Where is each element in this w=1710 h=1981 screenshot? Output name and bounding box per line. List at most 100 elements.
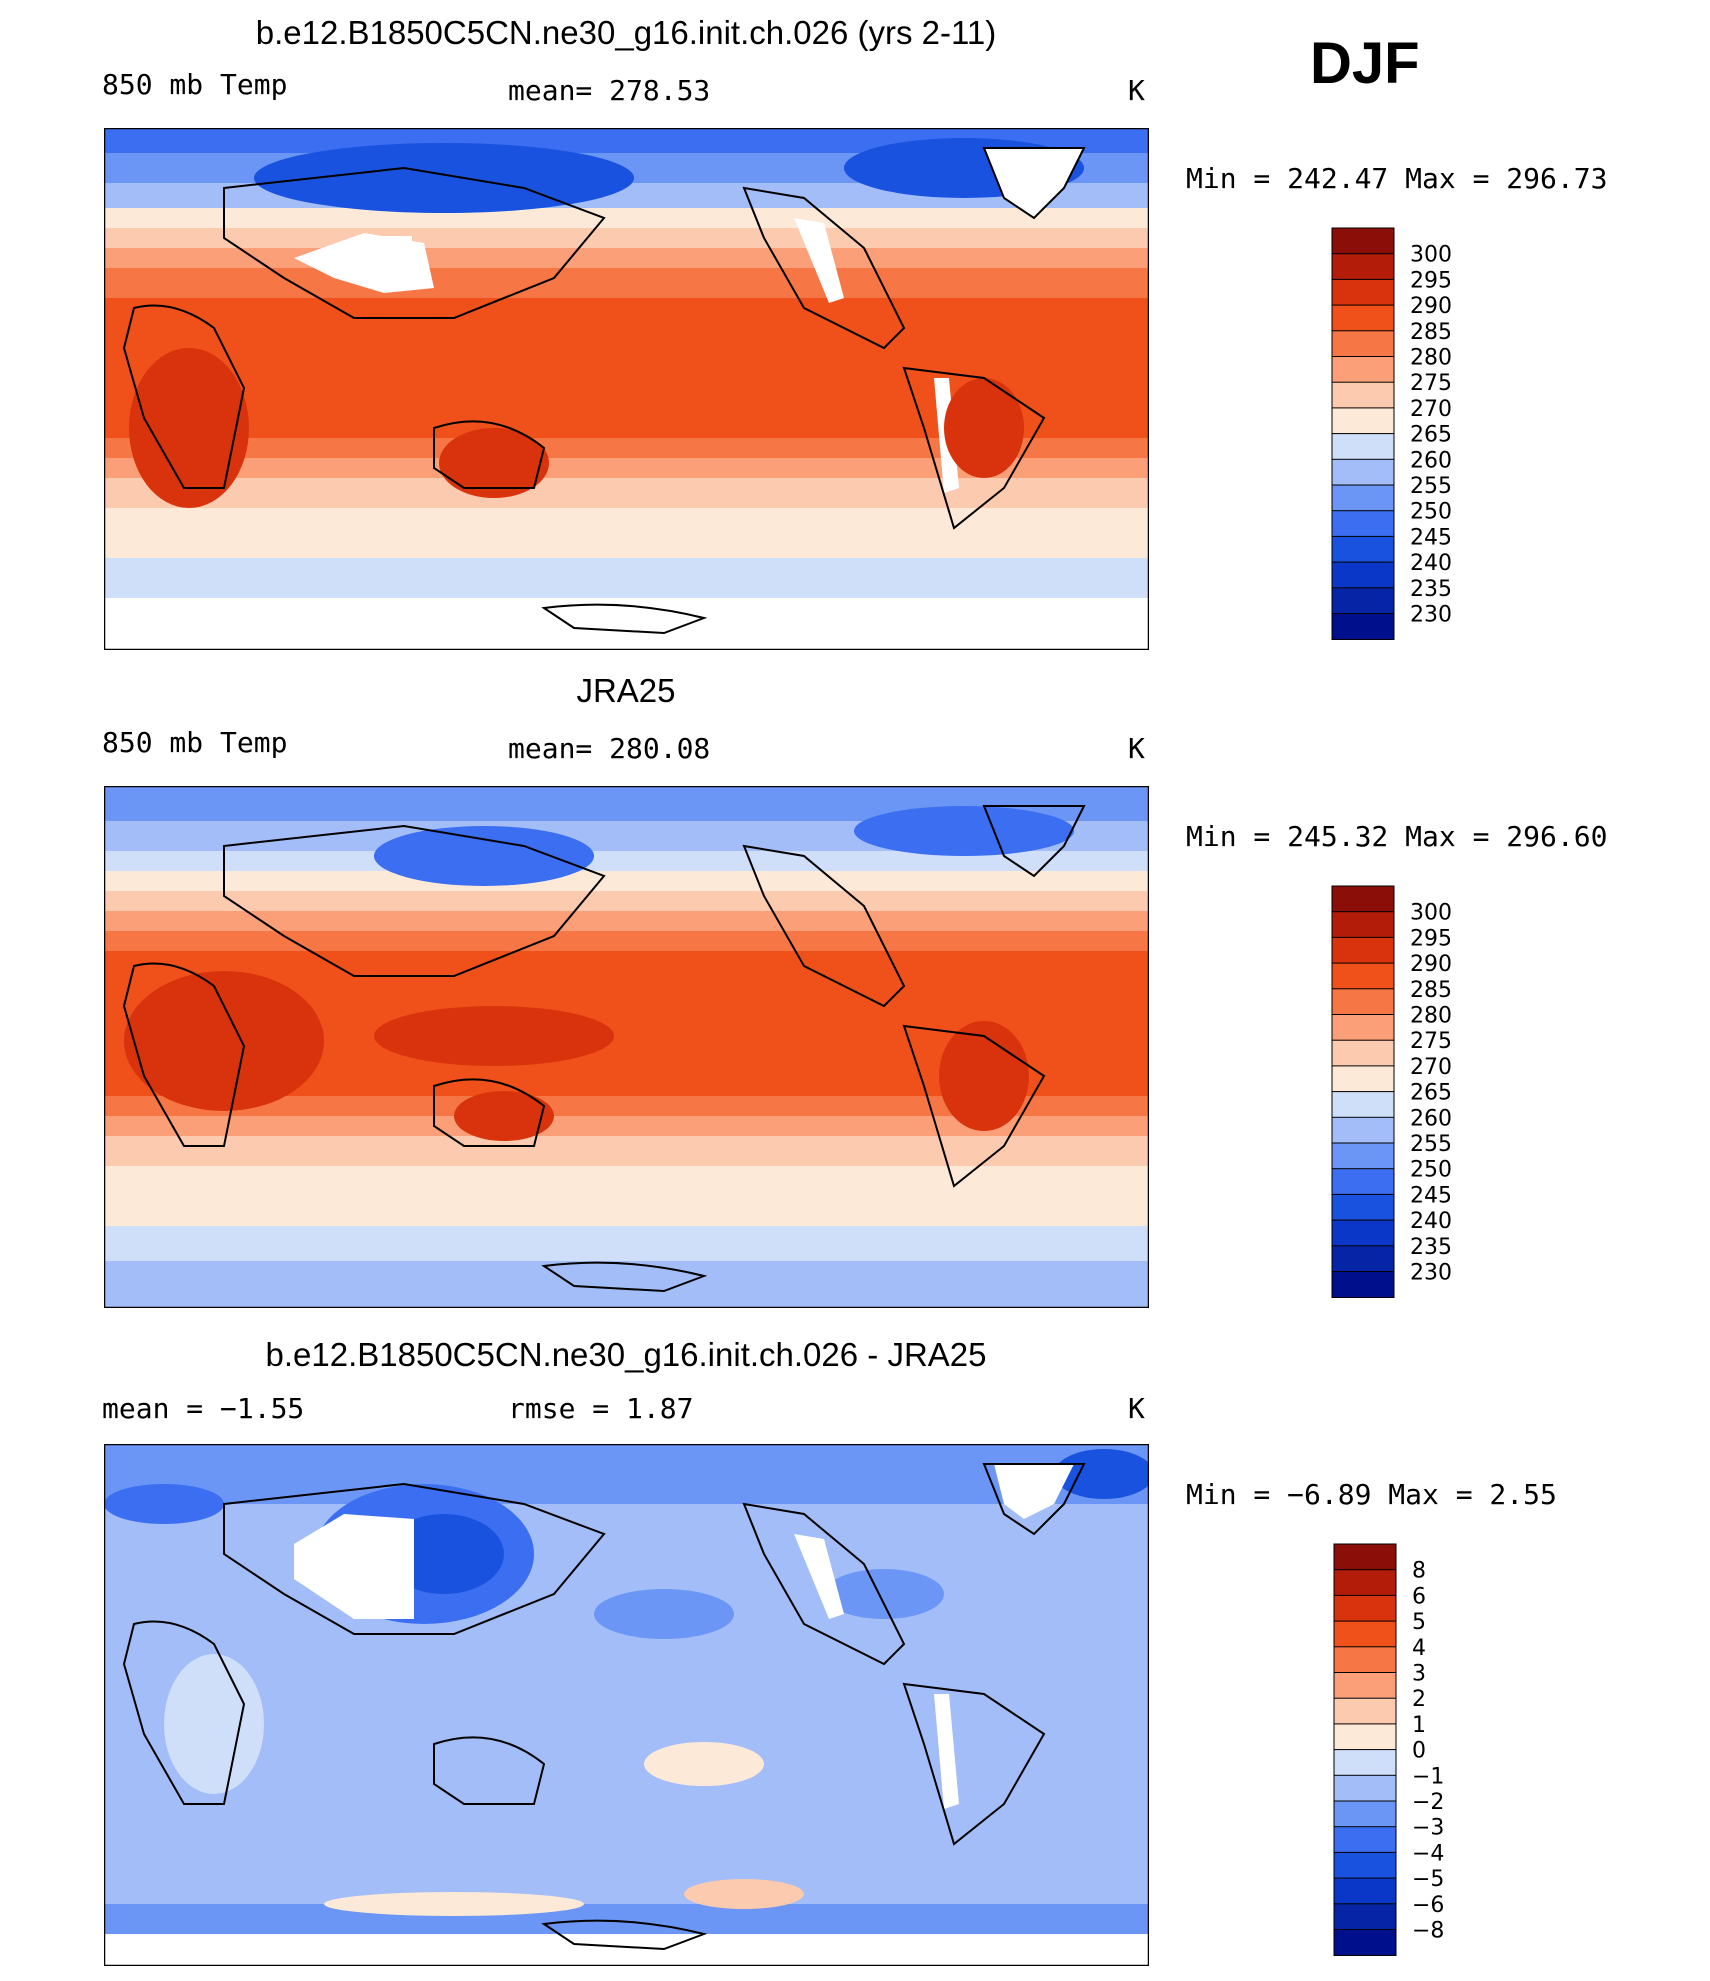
- panel3-colorbar-label: 6: [1412, 1584, 1426, 1609]
- panel3-colorbar-box: [1333, 1620, 1397, 1648]
- panel1-colorbar-label: 295: [1410, 268, 1452, 293]
- panel2-colorbar-box: [1331, 1116, 1395, 1144]
- panel3-colorbar-label: −3: [1412, 1816, 1444, 1841]
- panel2-colorbar-label: 275: [1410, 1029, 1452, 1054]
- panel1-colorbar-label: 240: [1410, 551, 1452, 576]
- panel3-min-max: Min = −6.89 Max = 2.55: [1186, 1478, 1557, 1511]
- panel2-colorbar-label: 255: [1410, 1132, 1452, 1157]
- panel2-colorbar-box: [1331, 885, 1395, 913]
- panel3-title: b.e12.B1850C5CN.ne30_g16.init.ch.026 - J…: [265, 1336, 987, 1373]
- panel2-colorbar-label: 230: [1410, 1261, 1452, 1286]
- season-label: DJF: [1310, 31, 1420, 96]
- panel1-colorbar-label: 280: [1410, 346, 1452, 371]
- panel3-mean-label: mean = −1.55: [102, 1392, 305, 1425]
- panel1-colorbar-box: [1331, 253, 1395, 281]
- panel1-colorbar-box: [1331, 587, 1395, 615]
- panel2-colorbar-label: 260: [1410, 1106, 1452, 1131]
- panel3-colorbar-box: [1333, 1569, 1397, 1597]
- panel2-colorbar-box: [1331, 936, 1395, 964]
- panel3-colorbar-label: 2: [1412, 1687, 1426, 1712]
- panel1-colorbar-box: [1331, 330, 1395, 358]
- panel3-colorbar-label: 4: [1412, 1636, 1426, 1661]
- panel2-colorbar-label: 245: [1410, 1183, 1452, 1208]
- panel3-colorbar-label: −1: [1412, 1764, 1444, 1789]
- panel1-colorbar-label: 290: [1410, 294, 1452, 319]
- panel3-units-label: K: [1128, 1392, 1145, 1425]
- panel1-colorbar-box: [1331, 535, 1395, 563]
- panel1-colorbar-box: [1331, 356, 1395, 383]
- panel1-colorbar-box: [1331, 304, 1395, 332]
- panel2-min-max: Min = 245.32 Max = 296.60: [1186, 820, 1608, 853]
- panel3-colorbar-box: [1333, 1697, 1397, 1725]
- panel3-colorbar-box: [1333, 1877, 1397, 1905]
- panel3-colorbar-box: [1333, 1903, 1397, 1931]
- panel3-colorbar-label: −2: [1412, 1790, 1444, 1815]
- panel1-map: [104, 128, 1149, 650]
- panel3-colorbar-box: [1333, 1723, 1397, 1751]
- panel2-colorbar-box: [1331, 1245, 1395, 1273]
- panel1-colorbar-box: [1331, 407, 1395, 435]
- panel2-colorbar-label: 290: [1410, 952, 1452, 977]
- panel2-colorbar-label: 295: [1410, 926, 1452, 951]
- panel2-colorbar-box: [1331, 1219, 1395, 1247]
- panel2-mean-label: mean= 280.08: [508, 732, 711, 765]
- panel3-colorbar-box: [1333, 1594, 1397, 1622]
- panel2-title: JRA25: [576, 672, 676, 709]
- panel1-colorbar-box: [1331, 484, 1395, 512]
- panel3-colorbar-label: −6: [1412, 1893, 1444, 1918]
- panel3-colorbar-box: [1333, 1646, 1397, 1674]
- panel2-colorbar-label: 300: [1410, 901, 1452, 926]
- panel1-variable-label: 850 mb Temp: [102, 68, 288, 101]
- panel2-colorbar-box: [1331, 911, 1395, 939]
- panel1-colorbar-box: [1331, 613, 1395, 640]
- panel3-colorbar-box: [1333, 1543, 1397, 1571]
- panel2-colorbar-box: [1331, 1065, 1395, 1093]
- panel2-colorbar-box: [1331, 1142, 1395, 1170]
- panel3-colorbar-label: −5: [1412, 1867, 1444, 1892]
- panel2-variable-label: 850 mb Temp: [102, 726, 288, 759]
- panel1-colorbar-svg: 3002952902852802752702652602552502452402…: [1331, 227, 1452, 640]
- panel1-colorbar-box: [1331, 433, 1395, 461]
- panel1-colorbar-box: [1331, 561, 1395, 589]
- panel2-colorbar-box: [1331, 1271, 1395, 1298]
- panel3-colorbar-box: [1333, 1851, 1397, 1879]
- panel3-colorbar-label: 0: [1412, 1739, 1426, 1764]
- panel3-colorbar-box: [1333, 1800, 1397, 1828]
- panel1-units-label: K: [1128, 74, 1145, 107]
- panel3-colorbar-box: [1333, 1749, 1397, 1777]
- panel1-colorbar-label: 275: [1410, 371, 1452, 396]
- panel1-colorbar-box: [1331, 510, 1395, 538]
- panel1-colorbar-label: 285: [1410, 320, 1452, 345]
- panel2-colorbar-box: [1331, 1193, 1395, 1221]
- panel1-colorbar-label: 230: [1410, 603, 1452, 628]
- panel2-colorbar-label: 250: [1410, 1158, 1452, 1183]
- panel1-colorbar-label: 255: [1410, 474, 1452, 499]
- panel3-colorbar-label: 5: [1412, 1610, 1426, 1635]
- panel3-rmse-label: rmse = 1.87: [508, 1392, 694, 1425]
- panel1-colorbar: 300 295 290 285 280 275 270 265 260 255 250 245 240 2…: [1331, 227, 1532, 642]
- panel3-colorbar-box: [1333, 1929, 1397, 1956]
- panel2-colorbar-svg: 3002952902852802752702652602552502452402…: [1331, 885, 1452, 1298]
- panel1-colorbar-label: 270: [1410, 397, 1452, 422]
- panel1-colorbar-label: 300: [1410, 243, 1452, 268]
- panel1-colorbar-box: [1331, 278, 1395, 306]
- panel3-colorbar-label: −8: [1412, 1919, 1444, 1944]
- panel2-colorbar-box: [1331, 1039, 1395, 1067]
- panel1-colorbar-box: [1331, 227, 1395, 255]
- panel1-colorbar-label: 245: [1410, 525, 1452, 550]
- panel1-colorbar-label: 260: [1410, 448, 1452, 473]
- panel1-colorbar-box: [1331, 381, 1395, 409]
- panel3-colorbar-label: 3: [1412, 1662, 1426, 1687]
- panel2-colorbar-box: [1331, 962, 1395, 990]
- panel1-colorbar-label: 265: [1410, 423, 1452, 448]
- panel2-colorbar-box: [1331, 1091, 1395, 1119]
- panel2-colorbar-label: 240: [1410, 1209, 1452, 1234]
- panel3-map: [104, 1444, 1149, 1966]
- panel3-colorbar-label: 1: [1412, 1713, 1426, 1738]
- panel2-colorbar-box: [1331, 1014, 1395, 1041]
- panel1-title: b.e12.B1850C5CN.ne30_g16.init.ch.026 (yr…: [255, 14, 997, 51]
- panel1-colorbar-label: 235: [1410, 577, 1452, 602]
- panel2-colorbar-box: [1331, 988, 1395, 1016]
- panel3-colorbar-box: [1333, 1774, 1397, 1802]
